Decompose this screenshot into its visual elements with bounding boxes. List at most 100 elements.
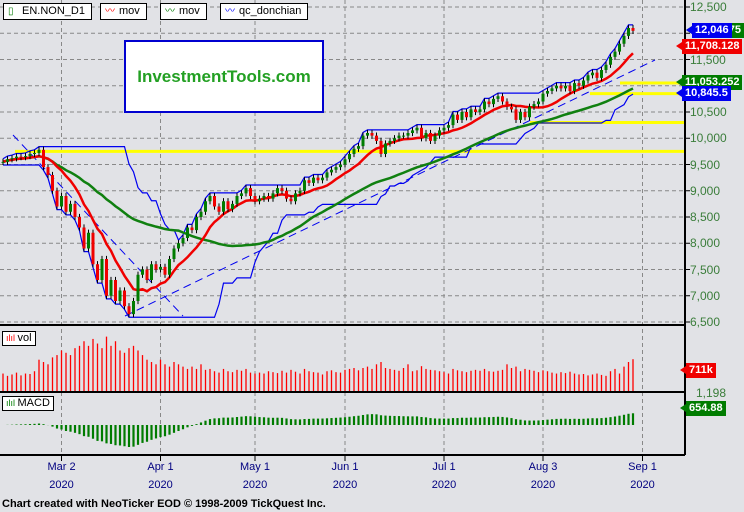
candle-body bbox=[397, 135, 401, 139]
candle-body bbox=[613, 51, 617, 57]
candle-body bbox=[559, 85, 563, 89]
candle-body bbox=[262, 196, 266, 199]
candle-body bbox=[600, 70, 603, 78]
candle-body bbox=[357, 146, 360, 149]
candle-body bbox=[118, 290, 122, 301]
line-icon: 〰 bbox=[165, 6, 175, 17]
candle-body bbox=[240, 193, 243, 196]
candle-body bbox=[181, 238, 185, 244]
candle-icon: ▯ bbox=[8, 6, 14, 17]
candle-body bbox=[15, 156, 18, 159]
price-tick-label: 8,000 bbox=[690, 236, 721, 251]
price-tick-label: 10,000 bbox=[690, 131, 727, 146]
candle-body bbox=[285, 190, 288, 199]
candle-body bbox=[6, 159, 9, 162]
candle-body bbox=[19, 156, 23, 158]
candle-body bbox=[87, 232, 90, 249]
candle-body bbox=[294, 193, 297, 202]
candle-body bbox=[523, 112, 527, 118]
candle-body bbox=[622, 35, 626, 44]
candle-body bbox=[213, 196, 216, 207]
candle-body bbox=[55, 190, 59, 207]
price-tick-label: 12,500 bbox=[690, 0, 727, 14]
candle-body bbox=[172, 248, 176, 259]
candle-body bbox=[577, 83, 581, 86]
candle-body bbox=[289, 198, 293, 202]
candle-body bbox=[217, 206, 221, 212]
candle-body bbox=[114, 280, 117, 301]
candle-body bbox=[514, 109, 518, 120]
candle-body bbox=[199, 211, 203, 217]
candle-body bbox=[595, 72, 599, 78]
candle-body bbox=[60, 196, 63, 207]
candle-body bbox=[618, 43, 621, 52]
candle-body bbox=[361, 135, 365, 147]
candle-body bbox=[406, 133, 410, 136]
candle-body bbox=[105, 259, 108, 296]
candle-body bbox=[100, 259, 104, 280]
candle-body bbox=[127, 306, 131, 315]
candle-body bbox=[123, 290, 126, 307]
price-tick-label: 8,500 bbox=[690, 210, 721, 224]
candle-body bbox=[271, 193, 275, 199]
candle-body bbox=[366, 133, 369, 136]
line-icon: 〰 bbox=[105, 6, 115, 17]
candle-body bbox=[420, 127, 423, 139]
legend-donchian[interactable]: 〰 qc_donchian bbox=[220, 3, 309, 20]
candle-body bbox=[370, 133, 374, 136]
candle-body bbox=[541, 93, 545, 102]
candle-body bbox=[586, 75, 590, 81]
candle-body bbox=[469, 109, 473, 118]
candle-body bbox=[42, 149, 45, 168]
candle-body bbox=[253, 196, 257, 202]
candle-body bbox=[451, 114, 455, 126]
candle-body bbox=[208, 196, 212, 202]
candle-body bbox=[226, 201, 230, 210]
candle-body bbox=[411, 130, 414, 133]
candle-body bbox=[487, 101, 491, 105]
donchian-marker: 10,845.5 bbox=[676, 86, 731, 101]
candle-body bbox=[267, 196, 270, 199]
candle-body bbox=[10, 158, 14, 160]
price-tick-label: 7,500 bbox=[690, 262, 721, 277]
candle-body bbox=[343, 159, 347, 165]
candle-body bbox=[352, 148, 356, 154]
legend-mov-red[interactable]: 〰 mov bbox=[100, 3, 147, 20]
legend-symbol[interactable]: ▯ EN.NON_D1 bbox=[3, 3, 92, 20]
candle-body bbox=[303, 180, 306, 191]
candle-body bbox=[501, 96, 504, 102]
candle-body bbox=[460, 112, 464, 120]
legend-mov-green[interactable]: 〰 mov bbox=[160, 3, 207, 20]
date-month-label: Jul 1 bbox=[432, 461, 456, 473]
candle-body bbox=[492, 98, 495, 105]
last-close-marker: 12,046 bbox=[686, 23, 732, 38]
candle-body bbox=[1, 161, 5, 163]
candle-body bbox=[325, 172, 329, 178]
bars-icon: ılıl bbox=[6, 333, 18, 343]
candle-body bbox=[69, 203, 72, 212]
footer-credit: Chart created with NeoTicker EOD © 1998-… bbox=[2, 498, 326, 510]
candle-body bbox=[573, 83, 576, 91]
price-tick-label: 11,500 bbox=[690, 52, 726, 67]
date-year-label: 2020 bbox=[49, 479, 74, 491]
candle-body bbox=[316, 177, 320, 181]
candle-body bbox=[177, 243, 180, 249]
candle-body bbox=[532, 104, 536, 107]
grid bbox=[0, 0, 685, 455]
candle-body bbox=[402, 135, 405, 137]
trend-lines bbox=[12, 59, 656, 317]
candle-body bbox=[510, 106, 513, 110]
candle-body bbox=[73, 203, 77, 217]
candle-body bbox=[424, 133, 428, 139]
candle-body bbox=[388, 140, 392, 144]
candle-body bbox=[456, 114, 459, 120]
candle-body bbox=[163, 266, 167, 275]
date-year-label: 2020 bbox=[530, 479, 556, 491]
candle-body bbox=[348, 154, 351, 160]
candle-body bbox=[334, 167, 338, 170]
date-year-label: 2020 bbox=[630, 479, 655, 491]
candle-body bbox=[550, 88, 554, 91]
candle-body bbox=[231, 203, 234, 210]
date-month-label: Jun 1 bbox=[331, 461, 359, 473]
